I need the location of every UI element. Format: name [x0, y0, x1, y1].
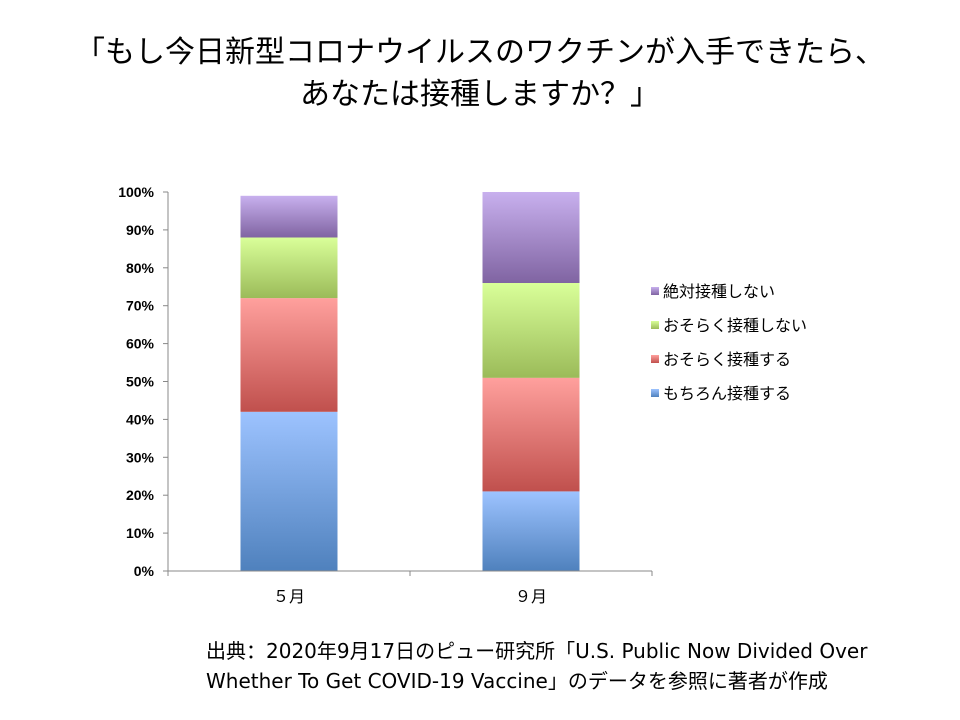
legend-swatch: [651, 321, 659, 329]
y-tick-label: 90%: [126, 222, 155, 238]
source-note-line-2: Whether To Get COVID-19 Vaccine」のデータを参照に…: [206, 669, 828, 693]
y-tick-label: 60%: [126, 336, 155, 352]
y-tick-label: 40%: [126, 411, 155, 427]
y-tick-label: 10%: [126, 525, 155, 541]
chart-title-line-2: あなたは接種しますか？」: [300, 77, 660, 112]
y-tick-label: 30%: [126, 449, 155, 465]
y-tick-label: 70%: [126, 298, 155, 314]
y-tick-label: 80%: [126, 260, 155, 276]
bar-segment: [240, 195, 338, 238]
bar-segment: [240, 411, 338, 571]
y-tick-label: 50%: [126, 374, 155, 390]
legend-swatch: [651, 287, 659, 295]
legend-label: 絶対接種しない: [663, 282, 775, 301]
legend-label: おそらく接種する: [663, 350, 791, 369]
y-tick-label: 0%: [134, 563, 155, 579]
bar-segment: [482, 283, 580, 378]
bar-segment: [482, 377, 580, 492]
x-category-label: ９月: [515, 587, 547, 606]
legend-label: もちろん接種する: [663, 384, 791, 403]
x-category-label: ５月: [273, 587, 305, 606]
legend-label: おそらく接種しない: [663, 316, 807, 335]
bars-group: [240, 192, 580, 571]
chart-title: 「もし今日新型コロナウイルスのワクチンが入手できたら、 あなたは接種しますか？」: [0, 32, 960, 116]
stacked-bar-chart: 0% 10% 20% 30% 40% 50% 60% 70% 80% 90% 100% ５月 ９月 絶対…: [118, 184, 807, 606]
legend-swatch: [651, 389, 659, 397]
bar-segment: [240, 237, 338, 299]
axes-group: 0% 10% 20% 30% 40% 50% 60% 70% 80% 90% 100% ５月 ９月: [118, 184, 653, 606]
bar-segment: [482, 491, 580, 571]
chart-title-line-1: 「もし今日新型コロナウイルスのワクチンが入手できたら、: [75, 35, 885, 70]
source-note: 出典：2020年9月17日のピュー研究所「U.S. Public Now Div…: [206, 636, 867, 696]
y-tick-label: 100%: [118, 184, 154, 200]
y-tick-label: 20%: [126, 487, 155, 503]
legend-swatch: [651, 355, 659, 363]
bar-segment: [240, 298, 338, 412]
bar-segment: [482, 192, 580, 283]
source-note-line-1: 出典：2020年9月17日のピュー研究所「U.S. Public Now Div…: [206, 639, 868, 663]
